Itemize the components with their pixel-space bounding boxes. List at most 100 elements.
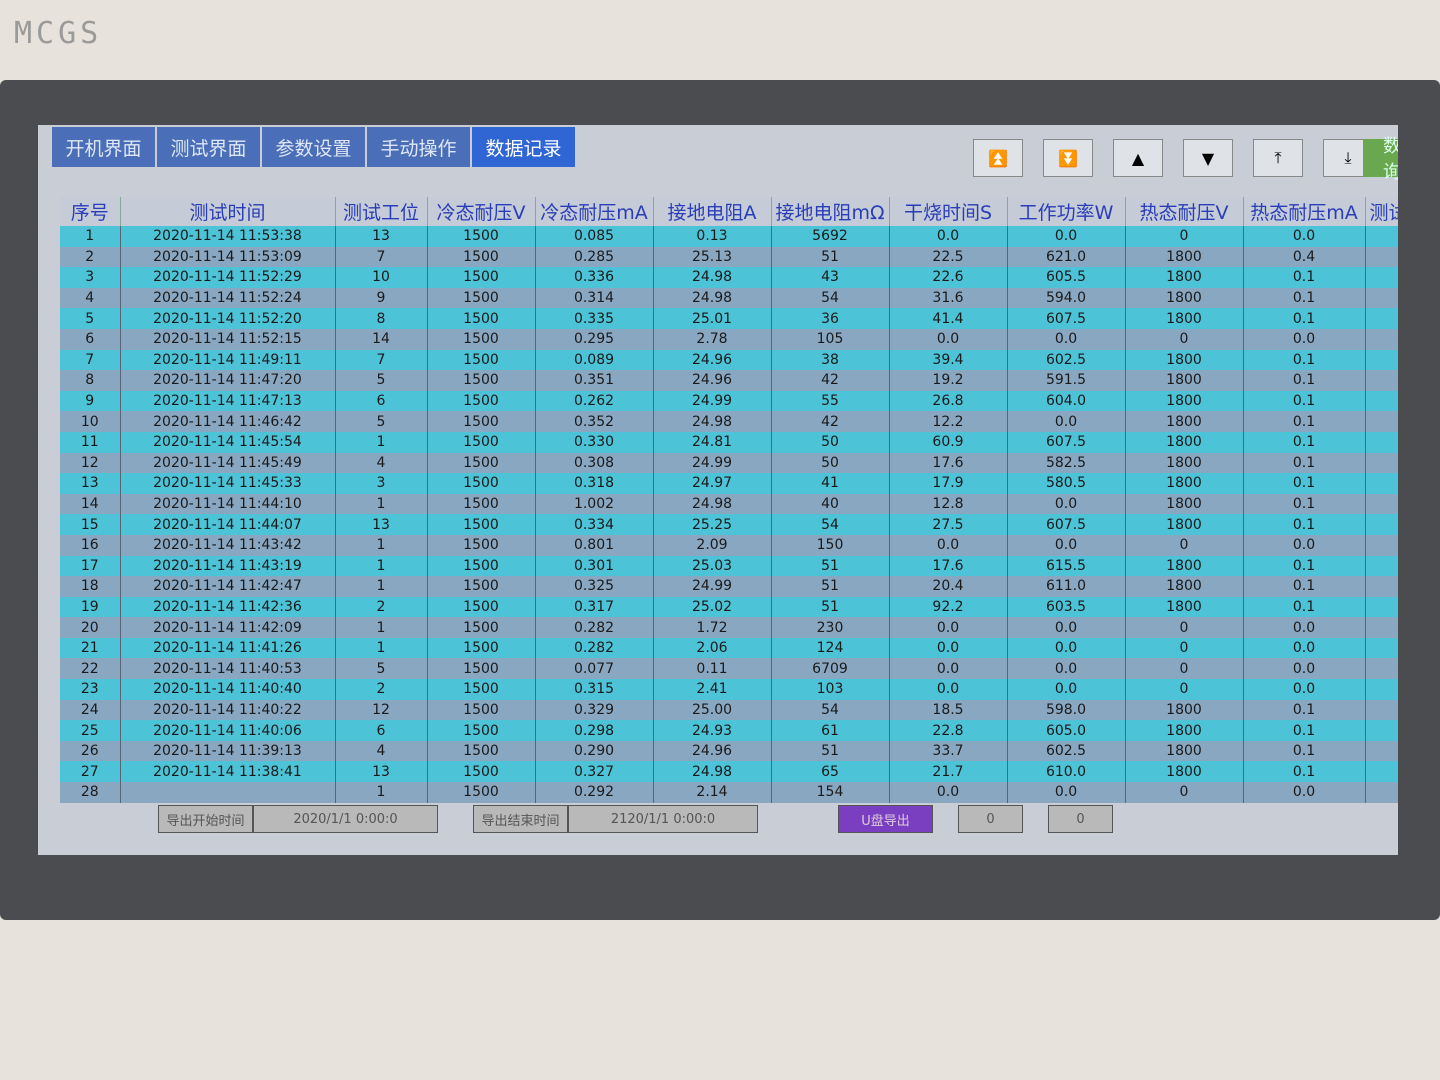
tab[interactable]: 开机界面 [52,127,155,167]
table-row[interactable]: 9 2020-11-14 11:47:13 6 1500 0.262 24.99 55 26.… [60,390,1398,412]
table-row[interactable]: 16 2020-11-14 11:43:42 1 1500 0.801 2.09 150 0.… [60,534,1398,556]
nav-buttons: ⏫ ⏬ ▲ ▼ ⤒ ⤓ [973,139,1373,177]
table-cell: 14 [335,328,428,350]
table-cell: OK [1365,431,1398,453]
table-cell: 0.0 [1007,328,1126,350]
table-cell: 60.9 [889,431,1008,453]
table-cell: 0 [1125,679,1244,700]
table-cell: 0 [1125,328,1244,350]
table-row[interactable]: 4 2020-11-14 11:52:24 9 1500 0.314 24.98 54 31.… [60,287,1398,309]
table-row[interactable]: 24 2020-11-14 11:40:22 12 1500 0.329 25.00 54 1… [60,699,1398,721]
table-row[interactable]: 25 2020-11-14 11:40:06 6 1500 0.298 24.93 61 22… [60,720,1398,741]
table-row[interactable]: 20 2020-11-14 11:42:09 1 1500 0.282 1.72 230 0.… [60,617,1398,638]
table-cell: 1800 [1125,720,1244,741]
table-cell: 0.1 [1243,493,1366,515]
table-row[interactable]: 11 2020-11-14 11:45:54 1 1500 0.330 24.81 50 60… [60,431,1398,453]
table-body: 1 2020-11-14 11:53:38 13 1500 0.085 0.13 5692 0… [60,226,1398,803]
column-header: 热态耐压V [1125,197,1244,226]
page-up[interactable]: ▲ [1113,139,1163,177]
end-input[interactable]: 2120/1/1 0:00:0 [568,805,758,833]
table-row[interactable]: 2 2020-11-14 11:53:09 7 1500 0.285 25.13 51 22.… [60,246,1398,268]
export-button[interactable]: U盘导出 [838,805,933,833]
column-header: 接地电阻mΩ [771,197,890,226]
table-row[interactable]: 23 2020-11-14 11:40:40 2 1500 0.315 2.41 103 0.… [60,679,1398,700]
table-cell [1365,782,1398,803]
table-row[interactable]: 1 2020-11-14 11:53:38 13 1500 0.085 0.13 5692 0… [60,226,1398,247]
table-cell: 598.0 [1007,699,1126,721]
table-cell: 1500 [427,679,536,700]
page-down-fast[interactable]: ⏬ [1043,139,1093,177]
table-row[interactable]: 13 2020-11-14 11:45:33 3 1500 0.318 24.97 41 17… [60,473,1398,494]
column-header: 干烧时间S [889,197,1008,226]
table-cell: 21.7 [889,761,1008,783]
table-cell: 0.0 [1243,637,1366,659]
table-cell: 1800 [1125,287,1244,309]
table-cell: 24.81 [653,431,772,453]
table-cell: 1500 [427,761,536,783]
table-cell: 0.1 [1243,431,1366,453]
table-cell: 1800 [1125,267,1244,288]
table-row[interactable]: 22 2020-11-14 11:40:53 5 1500 0.077 0.11 6709 0… [60,658,1398,680]
start-input[interactable]: 2020/1/1 0:00:0 [253,805,438,833]
tab[interactable]: 手动操作 [367,127,470,167]
table-cell: 1500 [427,637,536,659]
column-header: 测试结果 [1365,197,1398,226]
page-down[interactable]: ▼ [1183,139,1233,177]
table-cell: 0.085 [535,226,654,247]
table-row[interactable]: 17 2020-11-14 11:43:19 1 1500 0.301 25.03 51 17… [60,555,1398,577]
table-row[interactable]: 27 2020-11-14 11:38:41 13 1500 0.327 24.98 65 2… [60,761,1398,783]
table-cell: 1800 [1125,576,1244,597]
table-row[interactable]: 19 2020-11-14 11:42:36 2 1500 0.317 25.02 51 92… [60,596,1398,618]
table-cell: 1800 [1125,308,1244,329]
table-cell: 0.0 [889,679,1008,700]
table-cell: 24.99 [653,576,772,597]
table-cell: 8 [335,308,428,329]
table-cell: 2020-11-14 11:46:42 [120,411,336,432]
table-row[interactable]: 5 2020-11-14 11:52:20 8 1500 0.335 25.01 36 41.… [60,308,1398,329]
table-cell: 0.0 [889,226,1008,247]
table-cell: 0.1 [1243,287,1366,309]
table-cell: 18 [60,576,121,597]
table-cell: 50 [771,452,890,474]
end-label: 导出结束时间 [473,805,568,833]
table-cell: 18.5 [889,699,1008,721]
table-row[interactable]: 7 2020-11-14 11:49:11 7 1500 0.089 24.96 38 39.… [60,349,1398,371]
table-cell: 2020-11-14 11:42:09 [120,617,336,638]
table-row[interactable]: 10 2020-11-14 11:46:42 5 1500 0.352 24.98 42 12… [60,411,1398,432]
go-top[interactable]: ⤒ [1253,139,1303,177]
table-cell: 0.1 [1243,761,1366,783]
tab[interactable]: 测试界面 [157,127,260,167]
table-cell: 17.6 [889,555,1008,577]
table-cell: 9 [335,287,428,309]
table-row[interactable]: 3 2020-11-14 11:52:29 10 1500 0.336 24.98 43 22… [60,267,1398,288]
table-row[interactable]: 28 1 1500 0.292 2.14 154 0.0 0.0 0 0.0 [60,782,1398,803]
table-row[interactable]: 14 2020-11-14 11:44:10 1 1500 1.002 24.98 40 12… [60,493,1398,515]
tab[interactable]: 参数设置 [262,127,365,167]
table-row[interactable]: 18 2020-11-14 11:42:47 1 1500 0.325 24.99 51 20… [60,576,1398,597]
table-cell: 1 [335,576,428,597]
table-cell: 24.99 [653,390,772,412]
table-cell: 0.0 [889,637,1008,659]
table-cell: 0.0 [1007,617,1126,638]
table-cell: 1500 [427,493,536,515]
table-cell: 0.317 [535,596,654,618]
table-row[interactable]: 21 2020-11-14 11:41:26 1 1500 0.282 2.06 124 0.… [60,637,1398,659]
table-cell [1365,576,1398,597]
table-row[interactable]: 15 2020-11-14 11:44:07 13 1500 0.334 25.25 54 2… [60,514,1398,535]
tab[interactable]: 数据记录 [472,127,575,167]
table-cell: 1500 [427,390,536,412]
table-cell: 0.0 [1243,679,1366,700]
count-2: 0 [1048,805,1113,833]
table-cell: 1500 [427,267,536,288]
query-button[interactable]: 数据查询 [1363,136,1398,183]
table-cell: OK [1365,246,1398,268]
table-cell [1365,308,1398,329]
table-cell: 1 [60,226,121,247]
table-row[interactable]: 6 2020-11-14 11:52:15 14 1500 0.295 2.78 105 0.… [60,328,1398,350]
table-row[interactable]: 12 2020-11-14 11:45:49 4 1500 0.308 24.99 50 17… [60,452,1398,474]
table-row[interactable]: 8 2020-11-14 11:47:20 5 1500 0.351 24.96 42 19.… [60,370,1398,391]
data-table: 序号 测试时间 测试工位 冷态耐压V 冷态耐压mA 接地电阻A 接地电阻mΩ 干烧时间S 工作功… [60,197,1398,803]
table-row[interactable]: 26 2020-11-14 11:39:13 4 1500 0.290 24.96 51 33… [60,740,1398,762]
page-up-fast[interactable]: ⏫ [973,139,1023,177]
table-cell [1365,328,1398,350]
